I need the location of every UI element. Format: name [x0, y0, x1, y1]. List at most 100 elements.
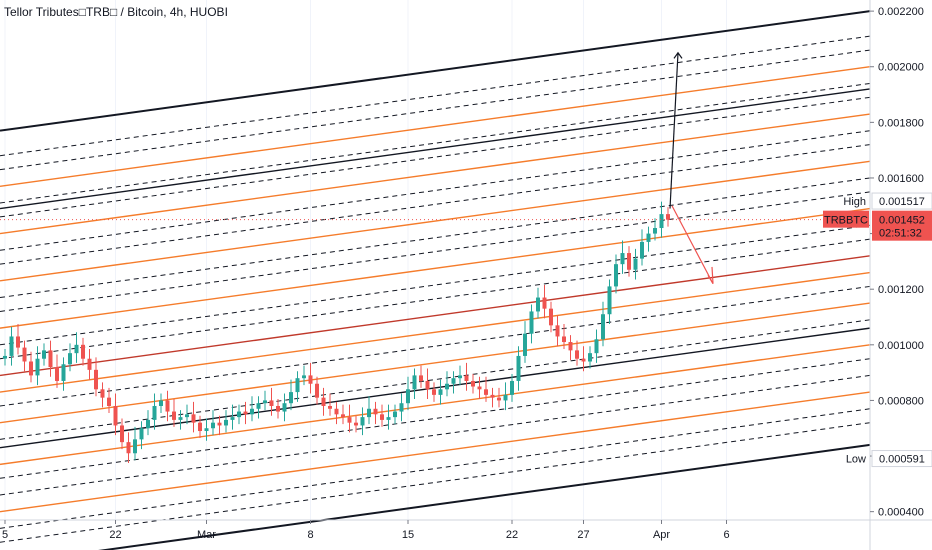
time-tick-label: 15 — [402, 529, 414, 541]
candle-body — [445, 383, 449, 390]
candle-body — [191, 414, 196, 423]
candle-body — [633, 258, 638, 270]
time-tick-label: 6 — [723, 529, 729, 541]
candle-body — [614, 264, 618, 287]
candle-body — [458, 375, 462, 379]
candle-body — [399, 403, 404, 412]
price-tick-label: 0.000400 — [878, 507, 924, 519]
channel-lower-line — [98, 443, 871, 550]
candle-body — [406, 389, 410, 404]
candle-body — [464, 375, 469, 381]
time-tick-label: 27 — [577, 529, 589, 541]
down-arrow-line[interactable] — [671, 205, 714, 284]
high-label-box — [871, 192, 932, 210]
candle-body — [113, 405, 118, 426]
candle-body — [81, 344, 85, 359]
channel-dashed-line — [0, 238, 871, 360]
channel-dashed-line — [0, 285, 871, 407]
candle-body — [542, 297, 547, 309]
candle-body — [152, 405, 157, 420]
candle-body — [74, 344, 79, 354]
candle-body — [159, 400, 163, 406]
candle-body — [263, 400, 267, 404]
candle-body — [529, 311, 534, 334]
channel-orange-line — [0, 391, 871, 513]
candle-body — [211, 422, 215, 429]
candle-body — [198, 422, 202, 432]
channel-black-line — [0, 88, 871, 210]
price-axis[interactable]: 0.0004000.0006000.0008000.0010000.001200… — [870, 6, 924, 519]
countdown: 02:51:32 — [879, 228, 922, 240]
channel-dashed-line — [0, 408, 871, 529]
candle-body — [55, 367, 59, 381]
candle-body — [607, 286, 612, 315]
candle-body — [653, 228, 657, 234]
candle-body — [451, 378, 456, 384]
channel-dashed-line — [0, 319, 871, 440]
candle-body — [588, 353, 592, 362]
price-tick-label: 0.001800 — [878, 117, 924, 129]
candle-body — [412, 375, 417, 390]
candle-body — [269, 400, 274, 406]
candle-body — [659, 214, 664, 229]
candle-body — [133, 439, 137, 454]
low-label-label: Low — [846, 454, 866, 466]
candle-body — [523, 333, 527, 356]
candle-body — [640, 241, 644, 259]
candle-body — [471, 380, 475, 387]
candle-body — [250, 408, 254, 415]
symbol-tag: TRBBTC — [824, 215, 868, 227]
candle-body — [230, 417, 235, 420]
low-label-box — [871, 450, 932, 468]
candle-body — [568, 342, 573, 351]
last-price: 0.001452 — [879, 215, 925, 227]
candle-body — [373, 408, 378, 415]
plot-area[interactable] — [0, 0, 870, 520]
candle-body — [562, 336, 566, 343]
candle-body — [419, 375, 423, 381]
price-labels: 0.001517 High 0.000591 Low TRBBTC 0.00145202:… — [823, 192, 932, 468]
down-arrow-head — [707, 266, 714, 284]
candle-body — [581, 358, 586, 362]
candle-body — [100, 389, 105, 398]
up-arrow-head — [673, 51, 683, 59]
channel-dashed-line — [0, 130, 871, 251]
candle-body — [334, 408, 339, 415]
low-label-value: 0.000591 — [879, 454, 925, 466]
channel-dashed-line — [0, 49, 871, 171]
candle-body — [22, 347, 27, 362]
candles — [3, 201, 670, 463]
candle-body — [575, 350, 579, 359]
candle-body — [341, 414, 345, 418]
channel-dashed-line — [0, 82, 871, 204]
grid — [4, 0, 727, 520]
price-tick-label: 0.002000 — [878, 62, 924, 74]
candle-body — [295, 378, 300, 393]
high-label-value: 0.001517 — [879, 196, 925, 208]
channel-black-line — [0, 327, 871, 449]
channel-upper-line — [0, 10, 871, 132]
channel-dashed-line — [0, 177, 871, 299]
channel-orange-line — [0, 113, 871, 235]
channel-orange-line — [0, 207, 871, 329]
candle-body — [666, 214, 670, 220]
candle-body — [438, 389, 443, 395]
candle-body — [178, 417, 183, 420]
candle-body — [308, 375, 313, 384]
candle-body — [237, 411, 241, 418]
channel-orange-line — [0, 344, 871, 466]
price-tick-label: 0.001200 — [878, 284, 924, 296]
price-tick-label: 0.002200 — [878, 6, 924, 18]
candle-body — [477, 386, 482, 390]
time-axis[interactable]: 5 22 Mar 8 15 22 27 Apr 6 — [2, 520, 730, 541]
candle-body — [256, 403, 261, 409]
candle-body — [87, 358, 92, 370]
candle-body — [393, 411, 397, 418]
candle-body — [646, 233, 651, 242]
candle-body — [302, 375, 306, 379]
candle-body — [315, 383, 319, 398]
up-arrow-line[interactable] — [669, 52, 679, 209]
candle-body — [172, 411, 176, 420]
candle-body — [94, 369, 98, 390]
